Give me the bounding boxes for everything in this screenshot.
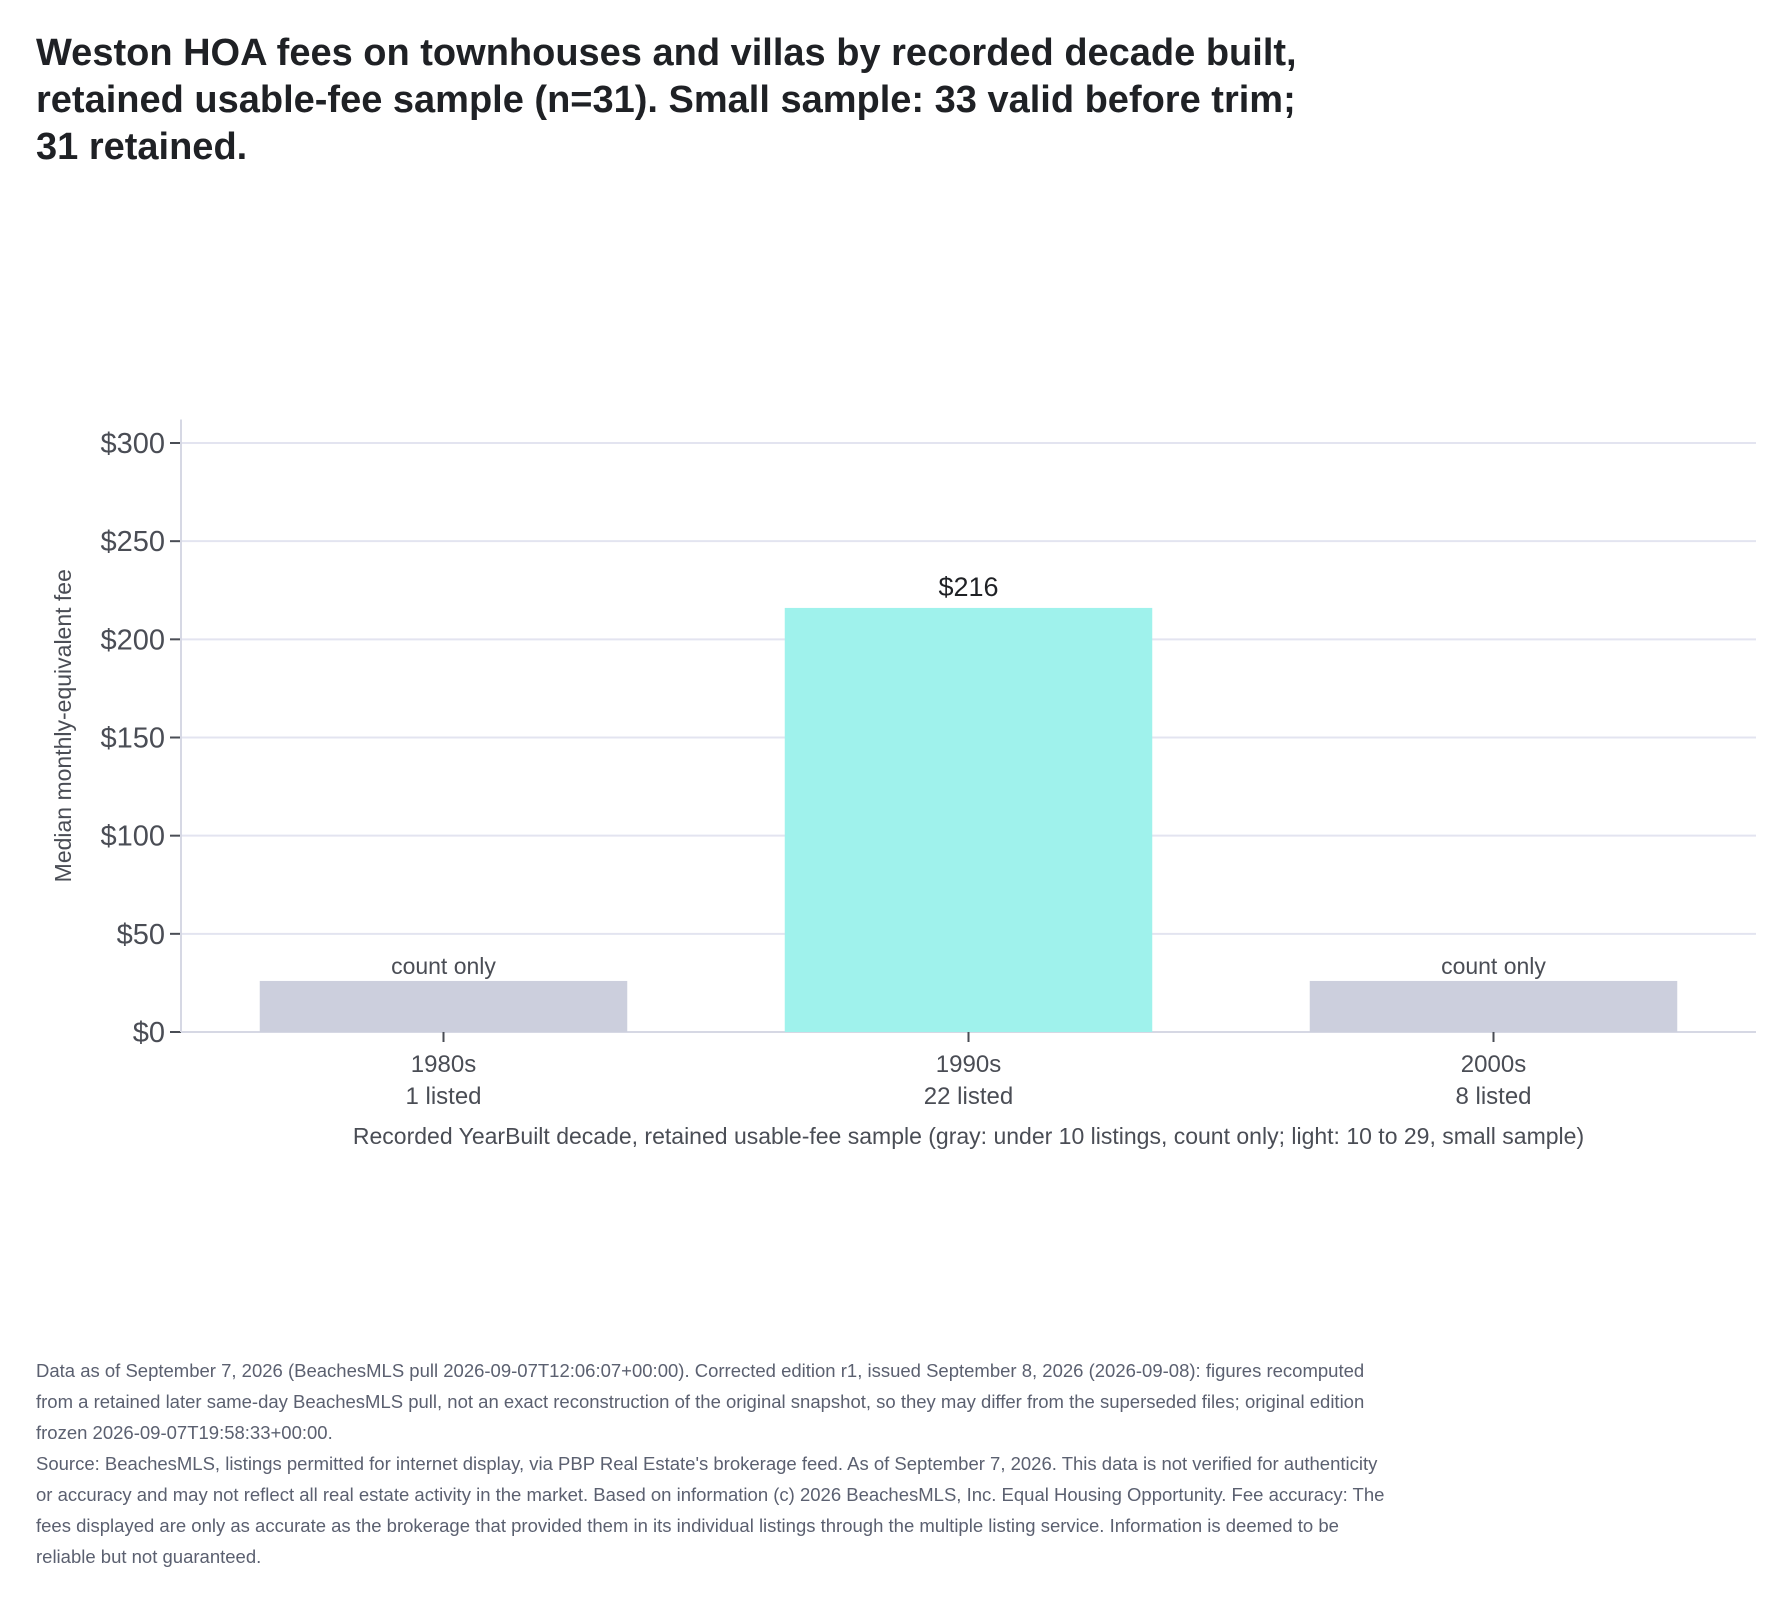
bar-note-label: count only	[391, 953, 496, 979]
bar-value-label: $216	[938, 572, 998, 602]
x-count-label: 1 listed	[405, 1083, 481, 1110]
source-note: Source: BeachesMLS, listings permitted f…	[36, 1453, 1385, 1567]
bar-1980s	[259, 980, 628, 1032]
y-tick-label: $250	[100, 526, 165, 558]
data-note: Data as of September 7, 2026 (BeachesMLS…	[36, 1360, 1365, 1443]
y-tick-label: $0	[133, 1017, 165, 1049]
x-tick-label: 1980s	[411, 1051, 476, 1078]
y-tick-label: $150	[100, 723, 165, 755]
y-tick-label: $300	[100, 428, 165, 460]
x-count-label: 22 listed	[924, 1083, 1013, 1110]
x-axis-title: Recorded YearBuilt decade, retained usab…	[353, 1123, 1584, 1149]
y-axis-title: Median monthly-equivalent fee	[50, 569, 76, 882]
x-tick-label: 1990s	[936, 1051, 1001, 1078]
bar-2000s	[1309, 980, 1678, 1032]
chart-title: Weston HOA fees on townhouses and villas…	[36, 32, 1297, 168]
y-tick-label: $100	[100, 821, 165, 853]
bar-1990s	[784, 607, 1153, 1032]
bar-note-label: count only	[1441, 953, 1546, 979]
y-tick-label: $200	[100, 624, 165, 656]
x-tick-label: 2000s	[1461, 1051, 1526, 1078]
footer-notes: Data as of September 7, 2026 (BeachesMLS…	[36, 1355, 1396, 1572]
y-tick-label: $50	[117, 919, 165, 951]
x-count-label: 8 listed	[1455, 1083, 1531, 1110]
